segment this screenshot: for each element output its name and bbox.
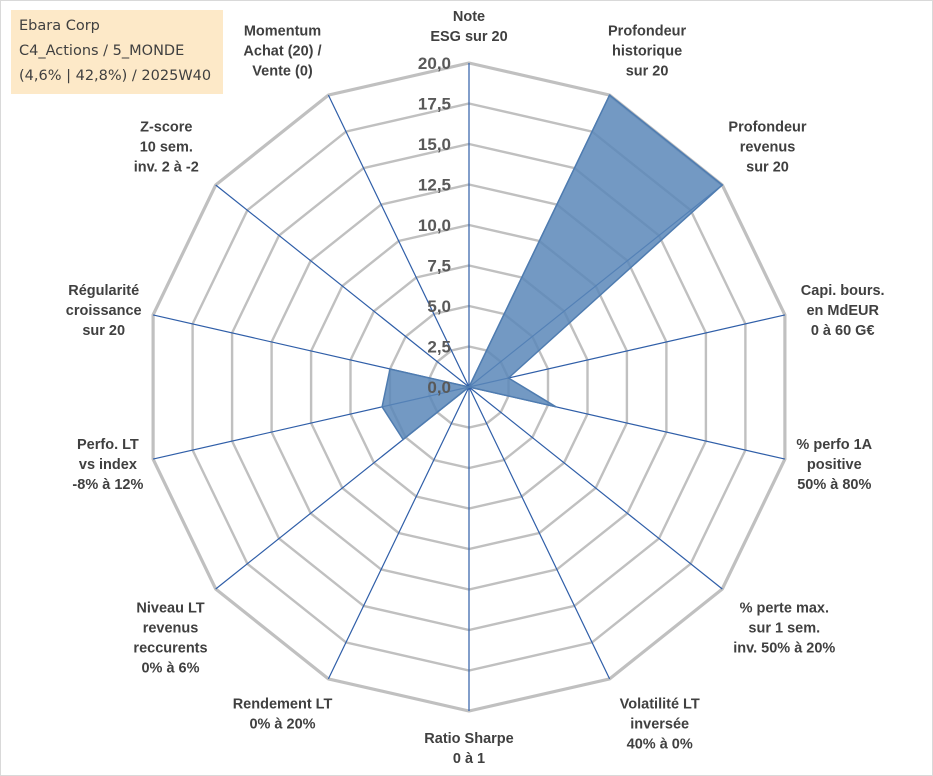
radar-axis-label-line: 0 à 60 G€ — [811, 323, 875, 339]
radar-axis-label-line: 0 à 1 — [453, 751, 485, 767]
radar-point — [402, 438, 404, 441]
radar-axis-label-line: inv. 2 à -2 — [134, 159, 199, 175]
radar-tick-label: 10,0 — [418, 216, 451, 235]
radar-axis-label-line: 50% à 80% — [797, 477, 871, 493]
radar-tick-label: 17,5 — [418, 95, 451, 114]
radar-axis-label-line: 10 sem. — [140, 139, 193, 155]
radar-tick-label: 2,5 — [427, 338, 451, 357]
radar-axis-label: Momentum Achat (20) / Vente (0) — [243, 23, 321, 79]
radar-axis-labels: Note ESG sur 20 Profondeur historique sur 20… — [66, 9, 885, 767]
radar-axis-label-line: sur 20 — [626, 63, 669, 79]
radar-axis-label: Z-score 10 sem. inv. 2 à -2 — [134, 119, 199, 175]
radar-axis-label-line: Vente (0) — [252, 63, 313, 79]
radar-tick-label: 20,0 — [418, 54, 451, 73]
radar-axis-label-line: sur 20 — [82, 323, 125, 339]
radar-axis-label-line: -8% à 12% — [72, 477, 143, 493]
radar-point — [389, 368, 391, 370]
radar-axis-label-line: reccurents — [133, 641, 207, 657]
radar-axis-label-line: historique — [612, 43, 682, 59]
radar-tick-labels: 0,0 2,5 5,0 7,5 10,0 12,5 15,0 17,5 20,0 — [418, 54, 451, 397]
radar-axis-label-line: Niveau LT — [136, 601, 204, 617]
radar-spoke — [468, 386, 611, 680]
radar-spoke — [468, 314, 786, 388]
radar-axis-label-line: inv. 50% à 20% — [733, 641, 835, 657]
radar-point — [468, 386, 470, 388]
info-category: C4_Actions / 5_MONDE — [19, 43, 185, 59]
radar-point — [608, 94, 611, 96]
radar-spoke — [327, 94, 470, 388]
radar-tick-label: 15,0 — [418, 135, 451, 154]
radar-tick-label: 7,5 — [427, 257, 451, 276]
radar-axis-label-line: Rendement LT — [233, 697, 333, 713]
radar-axis-label: Niveau LT revenus reccurents 0% à 6% — [133, 601, 207, 677]
radar-axis-label-line: revenus — [143, 621, 199, 637]
radar-axis-label: Capi. bours. en MdEUR 0 à 60 G€ — [801, 283, 885, 339]
radar-axis-label: Perfo. LT vs index -8% à 12% — [72, 437, 143, 493]
radar-tick-label: 0,0 — [427, 378, 451, 397]
info-company: Ebara Corp — [19, 18, 100, 34]
radar-spoke — [327, 386, 470, 680]
radar-axis-label: Note ESG sur 20 — [430, 9, 507, 45]
radar-series — [381, 94, 724, 441]
radar-axis-label-line: vs index — [79, 457, 137, 473]
radar-tick-label: 12,5 — [418, 176, 451, 195]
radar-point — [555, 406, 557, 408]
info-box: Ebara Corp C4_Actions / 5_MONDE (4,6% | … — [11, 10, 223, 94]
radar-axis-label-line: Z-score — [140, 119, 192, 135]
radar-axis-label-line: 40% à 0% — [627, 737, 693, 753]
radar-axis-label-line: ESG sur 20 — [430, 29, 507, 45]
radar-axis-label-line: inversée — [630, 717, 689, 733]
radar-spoke — [468, 386, 723, 590]
radar-tick-label: 5,0 — [427, 297, 451, 316]
radar-point — [721, 184, 724, 186]
radar-axis-label: Ratio Sharpe 0 à 1 — [424, 731, 513, 767]
radar-axis-label-line: 0% à 20% — [249, 717, 315, 733]
radar-axis-label-line: 0% à 6% — [141, 661, 199, 677]
radar-axis-label-line: Profondeur — [608, 23, 686, 39]
radar-axis-label-line: Ratio Sharpe — [424, 731, 513, 747]
radar-axis-label-line: % perte max. — [740, 601, 829, 617]
radar-axis-label-line: sur 20 — [746, 159, 789, 175]
radar-axis-label-line: sur 1 sem. — [748, 621, 820, 637]
radar-axis-label: % perfo 1A positive 50% à 80% — [796, 437, 872, 493]
radar-series-area — [381, 94, 724, 441]
radar-axis-label: Profondeur historique sur 20 — [608, 23, 686, 79]
radar-axis-label-line: revenus — [740, 139, 796, 155]
radar-point — [381, 406, 383, 408]
radar-axis-label: % perte max. sur 1 sem. inv. 50% à 20% — [733, 601, 835, 657]
radar-axis-label-line: croissance — [66, 303, 142, 319]
radar-axis-label-line: Perfo. LT — [77, 437, 139, 453]
info-stats: (4,6% | 42,8%) / 2025W40 — [19, 68, 212, 84]
radar-point — [507, 377, 510, 379]
radar-axis-label-line: Profondeur — [728, 119, 806, 135]
radar-axis-label-line: Momentum — [244, 23, 321, 39]
radar-spoke — [215, 184, 470, 388]
radar-axis-label-line: Capi. bours. — [801, 283, 885, 299]
radar-axis-label-line: Volatilité LT — [620, 697, 700, 713]
radar-axis-label: Rendement LT 0% à 20% — [233, 697, 333, 733]
radar-axis-label-line: Achat (20) / — [243, 43, 321, 59]
radar-axis-label-line: en MdEUR — [806, 303, 879, 319]
radar-axis-label: Volatilité LT inversée 40% à 0% — [620, 697, 700, 753]
radar-axis-label-line: % perfo 1A — [796, 437, 872, 453]
radar-axis-label: Profondeur revenus sur 20 — [728, 119, 806, 175]
radar-axis-label-line: Régularité — [68, 283, 139, 299]
radar-axis-label-line: Note — [453, 9, 485, 25]
radar-axis-label: Régularité croissance sur 20 — [66, 283, 142, 339]
radar-axis-label-line: positive — [807, 457, 862, 473]
